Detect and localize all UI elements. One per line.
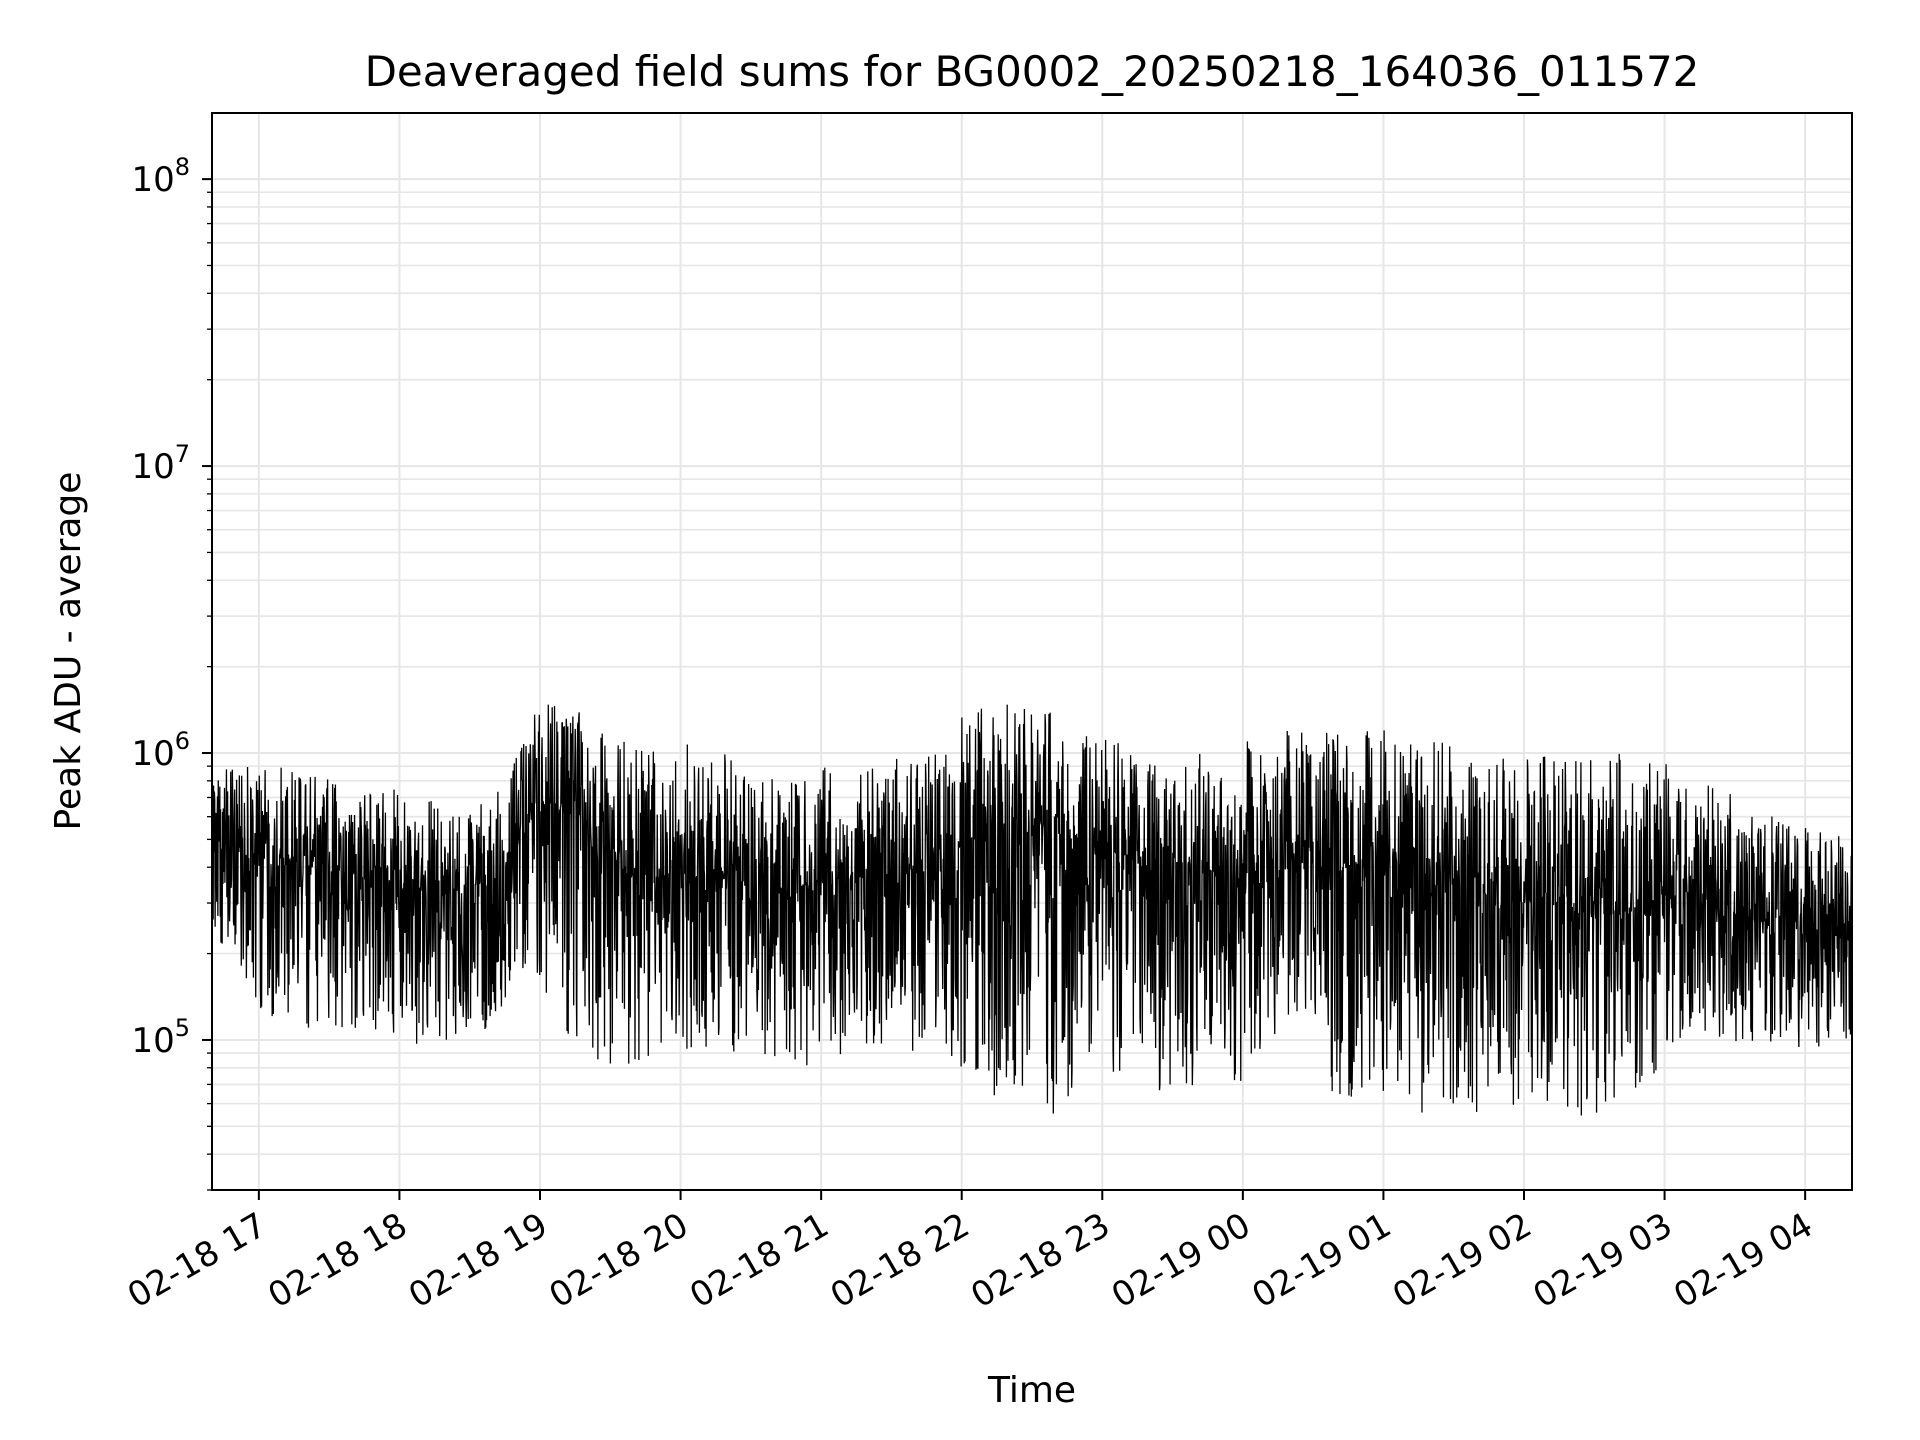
- x-tick-label: 02-18 23: [964, 1205, 1116, 1316]
- x-tick-label: 02-18 17: [121, 1205, 273, 1316]
- x-tick-label: 02-19 02: [1386, 1205, 1538, 1316]
- series-line: [212, 704, 1852, 1116]
- x-axis-title: Time: [987, 1370, 1076, 1411]
- x-tick-label: 02-19 00: [1105, 1205, 1257, 1316]
- chart-title: Deaveraged field sums for BG0002_2025021…: [365, 47, 1700, 96]
- y-tick-label: 108: [131, 153, 190, 200]
- x-tick-label: 02-19 01: [1246, 1205, 1398, 1316]
- y-axis-title: Peak ADU - average: [48, 472, 89, 831]
- data-layer: [212, 704, 1852, 1116]
- x-tick-label: 02-18 22: [824, 1205, 976, 1316]
- y-axis: 105 106 107 108: [131, 153, 212, 1191]
- y-tick-label: 107: [131, 440, 190, 487]
- y-tick-label: 106: [131, 727, 190, 774]
- x-tick-label: 02-18 18: [262, 1205, 414, 1316]
- y-tick-label: 105: [131, 1014, 190, 1061]
- x-tick-label: 02-18 21: [683, 1205, 835, 1316]
- x-tick-label: 02-18 20: [543, 1205, 695, 1316]
- x-tick-label: 02-18 19: [402, 1205, 554, 1316]
- plot-frame: [211, 112, 1853, 1191]
- x-tick-label: 02-19 04: [1667, 1205, 1819, 1316]
- x-tick-label: 02-19 03: [1527, 1205, 1679, 1316]
